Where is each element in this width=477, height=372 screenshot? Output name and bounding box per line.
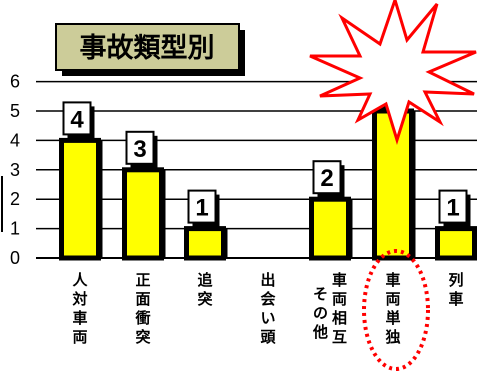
y-tick-label: 5: [10, 101, 20, 121]
category-label: 追突: [197, 271, 212, 308]
bars: [59, 108, 477, 261]
bar: [122, 167, 164, 261]
category-label: 正面衝突: [134, 271, 150, 346]
bar: [372, 108, 414, 261]
gridlines: [36, 80, 477, 259]
y-tick-label: 1: [10, 219, 20, 239]
category-label: 車両単独: [385, 271, 400, 346]
value-label-box: [438, 189, 468, 224]
value-label: 1: [195, 195, 208, 222]
chart-title: 事故類型別: [80, 33, 215, 64]
bar: [309, 196, 351, 261]
title-box: [55, 23, 240, 71]
bar: [59, 137, 101, 261]
value-label-box: [62, 101, 92, 136]
y-tick-labels: 0 1 2 3 4 5 6: [10, 72, 20, 268]
value-label: 2: [320, 165, 333, 192]
value-label: 4: [70, 106, 84, 133]
category-label: その他: [312, 285, 328, 341]
category-label: 車両相互: [332, 271, 347, 346]
value-labels: 431251: [62, 72, 471, 227]
value-label-box: [187, 189, 217, 224]
category-label: 人対車両: [71, 271, 88, 346]
value-label-box: [125, 130, 155, 165]
bar: [184, 226, 226, 261]
y-tick-label: 3: [10, 160, 20, 180]
y-tick-label: 6: [10, 72, 20, 92]
y-tick-label: 0: [10, 248, 20, 268]
y-tick-label: 4: [10, 130, 20, 150]
highlight-burst: [309, 0, 477, 146]
value-label: 1: [446, 195, 459, 222]
highlight-circle: [362, 249, 430, 371]
value-label-box: [312, 160, 342, 195]
category-label: 列車: [448, 271, 463, 308]
value-label: 3: [133, 136, 146, 163]
category-label: 出会い頭: [260, 271, 276, 346]
bar: [435, 226, 477, 261]
y-tick-label: 2: [10, 189, 20, 209]
